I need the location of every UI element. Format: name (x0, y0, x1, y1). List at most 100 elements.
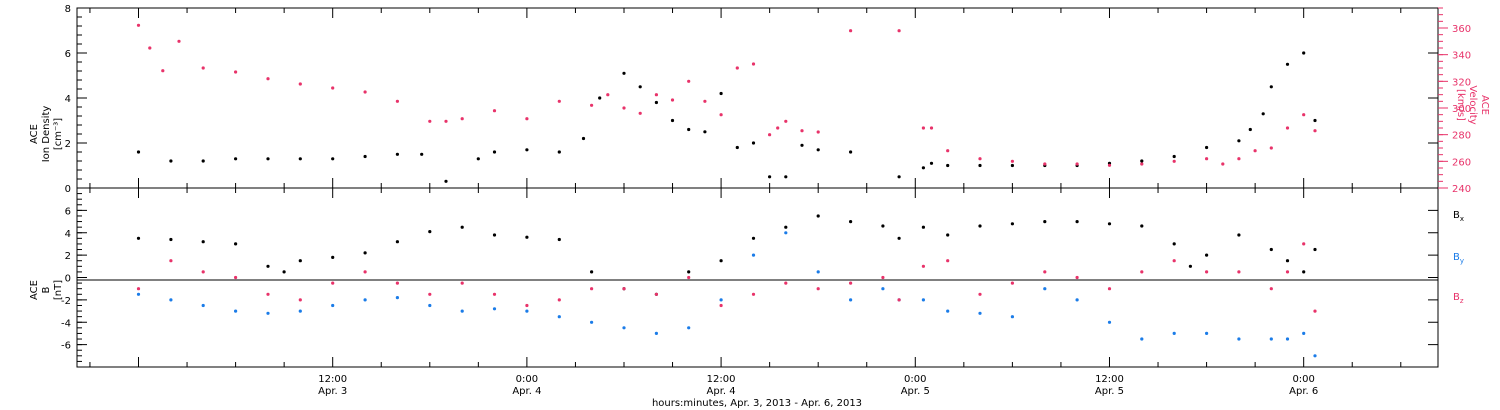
density-tick-label: 6 (65, 49, 71, 60)
data-point-bx (897, 236, 901, 240)
velocity-tick-label: 300 (1452, 104, 1471, 115)
data-point-bx (298, 259, 302, 263)
data-point-bz (751, 292, 756, 296)
data-point-bx (1043, 220, 1047, 224)
data-point-by (816, 270, 820, 274)
data-point-ion-density (169, 159, 173, 163)
data-point-bz (687, 275, 691, 280)
velocity-label-line1: ACE (1479, 95, 1490, 115)
data-point-ion-density (298, 157, 302, 161)
data-point-ion-density (670, 118, 675, 123)
x-tick-date: Apr. 5 (1095, 386, 1124, 397)
data-point-by (1285, 337, 1290, 341)
data-point-velocity (177, 39, 181, 43)
data-point-ion-density (978, 163, 982, 168)
data-point-ion-density (581, 136, 586, 141)
data-point-velocity (849, 29, 853, 33)
data-point-ion-density (1205, 145, 1209, 150)
data-point-bx (1140, 224, 1144, 228)
data-point-bz (1107, 287, 1112, 291)
data-point-by (1140, 337, 1144, 341)
data-point-ion-density (638, 85, 642, 89)
data-point-by (492, 307, 497, 311)
data-point-velocity (525, 117, 529, 121)
data-point-velocity (363, 90, 367, 94)
data-point-ion-density (1237, 139, 1241, 143)
velocity-tick-label: 240 (1452, 184, 1471, 195)
data-point-bx (428, 230, 432, 234)
data-point-by (921, 298, 926, 302)
data-point-bx (590, 270, 594, 274)
data-point-by (1302, 331, 1306, 335)
data-point-by (1010, 315, 1015, 319)
data-point-bz (946, 259, 950, 263)
data-point-bz (201, 270, 205, 274)
b-tick-label: 0 (65, 274, 71, 285)
x-tick-date: Apr. 3 (318, 386, 347, 397)
data-point-by (1205, 331, 1209, 335)
top-left-axis: 0 2 4 6 8 (65, 4, 1438, 195)
data-point-ion-density (735, 145, 739, 150)
data-point-velocity (1010, 159, 1015, 163)
data-point-ion-density (331, 157, 335, 161)
data-point-velocity (1237, 157, 1241, 161)
data-point-velocity (638, 111, 642, 115)
data-point-by (946, 309, 950, 313)
data-point-bz (1237, 270, 1241, 274)
data-point-bx (557, 237, 561, 242)
x-tick-time: 12:00 (318, 374, 347, 385)
data-point-bx (849, 220, 853, 224)
data-point-ion-density (1172, 154, 1176, 159)
data-point-ion-density (849, 150, 853, 154)
data-point-by (849, 298, 853, 302)
data-point-by (136, 292, 141, 296)
data-point-bx (201, 240, 205, 244)
b-tick-label: -4 (61, 318, 71, 329)
data-point-bx (1302, 270, 1306, 274)
data-point-bz (136, 287, 141, 291)
data-point-ion-density (768, 175, 772, 179)
x-tick-time: 0:00 (516, 374, 538, 385)
data-point-by (1237, 337, 1241, 341)
data-point-bx (1188, 264, 1192, 268)
data-point-ion-density (703, 130, 707, 134)
data-point-velocity (687, 79, 691, 83)
data-point-bz (921, 264, 926, 268)
data-point-bx (169, 237, 173, 242)
data-point-by (201, 303, 205, 308)
data-point-bx (719, 259, 723, 263)
data-point-bz (590, 287, 594, 291)
data-point-ion-density (420, 152, 424, 156)
data-point-bz (169, 259, 173, 263)
data-point-velocity (1221, 162, 1225, 166)
data-point-velocity (946, 149, 950, 153)
data-point-bx (751, 236, 756, 240)
data-point-bz (234, 275, 238, 280)
data-point-bx (492, 233, 497, 237)
data-point-velocity (266, 77, 270, 81)
data-point-bz (978, 292, 982, 296)
velocity-label-line2: Velocity (1467, 85, 1478, 124)
data-point-bz (1302, 242, 1306, 246)
data-point-bz (298, 298, 302, 302)
data-point-ion-density (266, 157, 270, 161)
data-point-bx (331, 255, 335, 259)
x-tick-date: Apr. 4 (707, 386, 736, 397)
data-point-velocity (1285, 126, 1290, 130)
data-point-bx (1172, 242, 1176, 246)
data-point-ion-density (751, 141, 756, 145)
data-point-bz (395, 281, 399, 285)
data-point-ion-density (654, 100, 659, 105)
data-point-velocity (298, 82, 302, 86)
data-point-ion-density (492, 150, 497, 154)
data-point-velocity (800, 129, 804, 133)
b-tick-label: 2 (65, 251, 71, 262)
data-point-ion-density (719, 91, 723, 96)
data-point-bx (234, 242, 238, 246)
data-point-velocity (751, 62, 756, 66)
data-point-velocity (768, 133, 772, 137)
data-point-by (428, 303, 432, 308)
data-point-by (978, 311, 982, 315)
data-point-by (395, 296, 399, 300)
data-point-bz (654, 292, 659, 296)
